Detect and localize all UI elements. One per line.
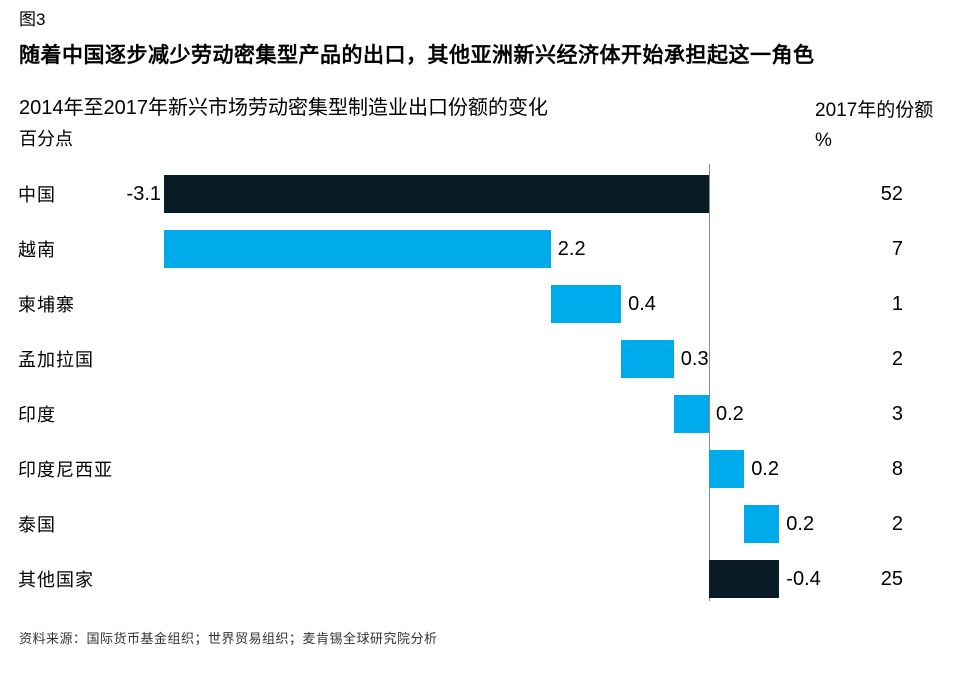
chart-row: 越南 2.2 7 (18, 219, 960, 274)
chart-row: 柬埔寨 0.4 1 (18, 274, 960, 329)
share-value: 2 (891, 512, 903, 535)
chart-subtitle: 2014年至2017年新兴市场劳动密集型制造业出口份额的变化 (19, 97, 548, 119)
value-label: 0.2 (716, 402, 744, 425)
waterfall-bar (621, 340, 674, 378)
zero-axis-line (709, 164, 710, 601)
share-value: 7 (891, 237, 903, 260)
value-label: 0.2 (786, 512, 815, 535)
chart-row: 泰国 0.2 2 (18, 494, 960, 549)
waterfall-bar (673, 395, 709, 433)
waterfall-bar (709, 560, 780, 598)
chart-title: 随着中国逐步减少劳动密集型产品的出口，其他亚洲新兴经济体开始承担起这一角色 (19, 44, 815, 67)
value-label: 0.2 (751, 457, 779, 480)
chart-row: 中国 -3.1 52 (18, 164, 960, 219)
figure-label: 图3 (19, 10, 46, 29)
share-header-title: 2017年的份额 (815, 100, 934, 121)
category-label: 印度 (18, 405, 56, 425)
category-label: 孟加拉国 (18, 350, 94, 370)
value-label: 2.2 (557, 237, 586, 260)
share-column-header: 2017年的份额 % (815, 96, 933, 156)
category-label: 中国 (18, 185, 56, 205)
value-label: -0.4 (786, 567, 821, 590)
share-value: 25 (880, 567, 903, 590)
chart-row: 印度 0.2 3 (18, 384, 960, 439)
chart-row: 其他国家 -0.4 25 (18, 549, 960, 604)
waterfall-bar (744, 505, 780, 543)
share-value: 2 (891, 347, 903, 370)
value-label: -3.1 (126, 182, 161, 205)
share-value: 8 (891, 457, 903, 480)
waterfall-bar (164, 230, 551, 268)
waterfall-bar (550, 285, 622, 323)
value-label: 0.3 (680, 347, 709, 370)
waterfall-bar (164, 175, 709, 213)
chart-unit-label: 百分点 (19, 129, 73, 149)
category-label: 泰国 (18, 515, 56, 535)
category-label: 印度尼西亚 (18, 460, 113, 480)
category-label: 其他国家 (18, 570, 94, 590)
share-value: 1 (891, 292, 903, 315)
share-value: 52 (880, 182, 903, 205)
share-value: 3 (891, 402, 903, 425)
waterfall-chart: 中国 -3.1 52 越南 2.2 7 柬埔寨 0.4 1 孟加拉国 0.3 2 印度 0.2 3 印度尼西亚… (18, 164, 960, 604)
source-note: 资料来源：国际货币基金组织；世界贸易组织；麦肯锡全球研究院分析 (19, 631, 438, 646)
chart-row: 孟加拉国 0.3 2 (18, 329, 960, 384)
chart-row: 印度尼西亚 0.2 8 (18, 439, 960, 494)
value-label: 0.4 (628, 292, 656, 315)
category-label: 柬埔寨 (18, 295, 75, 315)
share-header-unit: % (815, 130, 832, 151)
waterfall-bar (709, 450, 745, 488)
category-label: 越南 (18, 240, 56, 260)
